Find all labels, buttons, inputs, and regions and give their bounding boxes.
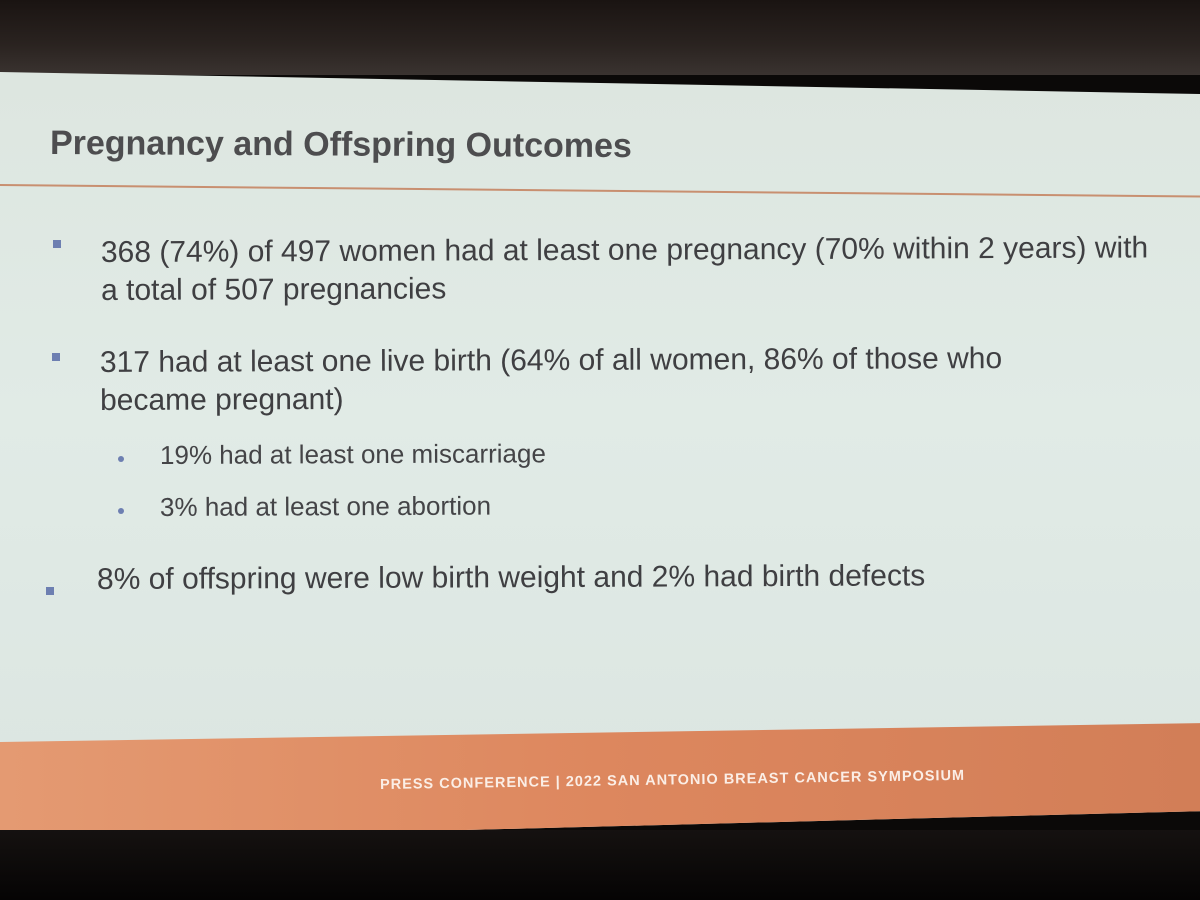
sub-bullet-marker <box>118 508 124 514</box>
projected-slide: Pregnancy and Offspring Outcomes 368 (74… <box>0 72 1200 842</box>
sub-bullet-1: 19% had at least one miscarriage <box>159 438 546 470</box>
sub-bullet-2: 3% had at least one abortion <box>159 490 492 522</box>
bullet-3: 8% of offspring were low birth weight an… <box>96 559 926 596</box>
slide-content: 368 (74%) of 497 women had at least one … <box>0 72 1200 842</box>
sub-bullet-marker <box>118 456 124 462</box>
bullet-1: 368 (74%) of 497 women had at least one … <box>100 231 1149 307</box>
room-background-bottom <box>0 830 1200 900</box>
bullet-marker <box>52 353 60 361</box>
bullet-marker <box>46 587 54 595</box>
bullet-2: 317 had at least one live birth (64% of … <box>99 342 1003 417</box>
bullet-marker <box>53 240 61 248</box>
room-background-top <box>0 0 1200 75</box>
